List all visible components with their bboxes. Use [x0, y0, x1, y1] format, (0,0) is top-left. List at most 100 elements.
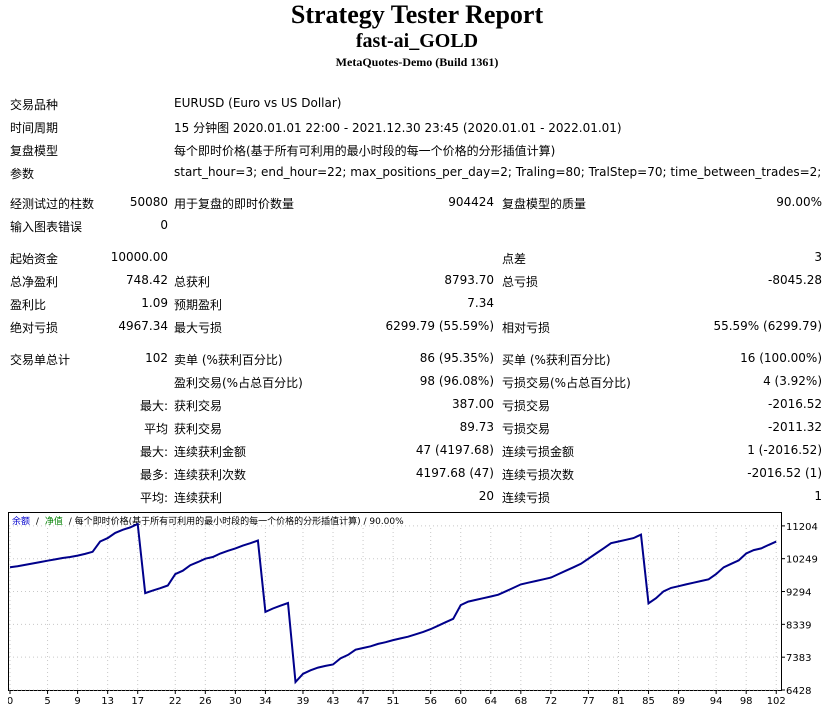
net-row: 总净盈利 748.42 总获利 8793.70 总亏损 -8045.28 [0, 270, 834, 290]
y-tick-label: 9294 [786, 588, 811, 599]
pf-label: 盈利比 [10, 298, 47, 312]
short-value: 86 (95.35%) [419, 351, 494, 365]
errors-row: 输入图表错误 0 [0, 215, 834, 235]
y-tick-label: 11204 [786, 522, 818, 533]
average-row: 平均 获利交易 89.73 亏损交易 -2011.32 [0, 417, 834, 437]
y-tick-label: 7383 [786, 653, 811, 664]
total-trades-label: 交易单总计 [10, 353, 71, 367]
bars-value: 50080 [129, 195, 168, 209]
x-axis-ticks: 0 5 9 13 17 22 26 30 34 39 43 47 51 56 60 64 68 72 77 81 85 8… [8, 690, 786, 707]
ticks-label: 用于复盘的即时价数量 [174, 197, 295, 211]
maximal-prefix: 最多: [139, 468, 168, 482]
payoff-label: 预期盈利 [174, 298, 223, 312]
spread-value: 3 [814, 250, 822, 264]
x-tick-label: 77 [582, 696, 595, 707]
symbol-label: 交易品种 [10, 98, 59, 112]
abs-dd-label: 绝对亏损 [10, 321, 59, 335]
largest-loss-value: -2016.52 [768, 397, 822, 411]
x-tick-label: 72 [545, 696, 558, 707]
model-row: 复盘模型 每个即时价格(基于所有可利用的最小时段的每一个价格的分形插值计算) [0, 139, 834, 159]
x-tick-label: 26 [199, 696, 212, 707]
profit-trades-label: 盈利交易(%占总百分比) [174, 376, 303, 390]
average-loss-value: -2011.32 [768, 420, 822, 434]
avg-cons-losses-value: 1 [814, 489, 822, 503]
symbol-row: 交易品种 EURUSD (Euro vs US Dollar) [0, 93, 834, 113]
x-tick-label: 5 [44, 696, 50, 707]
short-label: 卖单 (%获利百分比) [174, 353, 283, 367]
errors-value: 0 [160, 218, 168, 232]
max-cons-wins-label: 连续获利金额 [174, 445, 247, 459]
largest-profit-value: 387.00 [452, 397, 494, 411]
x-tick-label: 94 [710, 696, 723, 707]
net-value: 748.42 [126, 273, 168, 287]
largest-row: 最大: 获利交易 387.00 亏损交易 -2016.52 [0, 394, 834, 414]
x-tick-label: 22 [169, 696, 182, 707]
deposit-value: 10000.00 [110, 250, 168, 264]
deposit-row: 起始资金 10000.00 点差 3 [0, 247, 834, 267]
max-dd-label: 最大亏损 [174, 321, 223, 335]
plot-frame [8, 512, 782, 691]
x-tick-label: 34 [259, 696, 272, 707]
balance-series-line [9, 522, 777, 685]
gross-loss-label: 总亏损 [502, 275, 539, 289]
legend-equity: 净值 [45, 515, 63, 527]
average-prefix: 平均 [143, 422, 168, 436]
maximal-cons-loss-label: 连续亏损次数 [502, 468, 575, 482]
y-tick-label: 10249 [786, 555, 818, 566]
x-tick-label: 102 [767, 696, 786, 707]
params-row: 参数 start_hour=3; end_hour=22; max_positi… [0, 162, 834, 182]
x-tick-label: 0 [8, 696, 13, 707]
max-cons-wins-value: 47 (4197.68) [415, 443, 494, 457]
period-value: 15 分钟图 2020.01.01 22:00 - 2021.12.30 23:… [174, 121, 622, 135]
pf-value: 1.09 [141, 296, 168, 310]
params-label: 参数 [10, 167, 35, 181]
avg-cons-wins-value: 20 [478, 489, 494, 503]
total-trades-value: 102 [145, 351, 168, 365]
drawdown-row: 绝对亏损 4967.34 最大亏损 6299.79 (55.59%) 相对亏损 … [0, 316, 834, 336]
legend-sep: / [36, 517, 40, 527]
long-label: 买单 (%获利百分比) [502, 353, 611, 367]
gross-loss-value: -8045.28 [768, 273, 822, 287]
profit-trades-value: 98 (96.08%) [419, 374, 494, 388]
maximal-cons-loss-value: -2016.52 (1) [747, 466, 822, 480]
model-value: 每个即时价格(基于所有可利用的最小时段的每一个价格的分形插值计算) [174, 144, 556, 158]
max-cons-losses-label: 连续亏损金额 [502, 445, 575, 459]
max-cons-losses-value: 1 (-2016.52) [747, 443, 822, 457]
maximal-cons-profit-value: 4197.68 (47) [415, 466, 494, 480]
report-title: Strategy Tester Report [290, 0, 544, 29]
max-cons-row: 最大: 连续获利金额 47 (4197.68) 连续亏损金额 1 (-2016.… [0, 440, 834, 460]
y-tick-label: 6428 [786, 686, 811, 697]
total-trades-row: 交易单总计 102 卖单 (%获利百分比) 86 (95.35%) 买单 (%获… [0, 348, 834, 368]
model-label: 复盘模型 [10, 144, 59, 158]
errors-label: 输入图表错误 [10, 220, 83, 234]
period-label: 时间周期 [10, 121, 59, 135]
largest-loss-label: 亏损交易 [502, 399, 551, 413]
legend-balance: 余额 [12, 515, 30, 527]
largest-prefix: 最大: [139, 399, 168, 413]
bars-label: 经测试过的柱数 [10, 197, 95, 211]
bars-row: 经测试过的柱数 50080 用于复盘的即时价数量 904424 复盘模型的质量 … [0, 192, 834, 212]
params-value: start_hour=3; end_hour=22; max_positions… [174, 165, 822, 179]
max-dd-value: 6299.79 (55.59%) [385, 319, 494, 333]
x-tick-label: 68 [514, 696, 527, 707]
x-tick-label: 47 [357, 696, 370, 707]
payoff-value: 7.34 [467, 296, 494, 310]
avg-cons-row: 平均: 连续获利 20 连续亏损 1 [0, 486, 834, 506]
loss-trades-label: 亏损交易(%占总百分比) [502, 376, 631, 390]
avg-cons-losses-label: 连续亏损 [502, 491, 551, 505]
deposit-label: 起始资金 [10, 252, 59, 266]
quality-label: 复盘模型的质量 [502, 197, 587, 211]
y-axis-ticks: 11204 10249 9294 8339 7383 6428 [781, 522, 818, 697]
legend-rest: / 每个即时价格(基于所有可利用的最小时段的每一个价格的分形插值计算) / 90… [69, 515, 404, 527]
x-tick-label: 60 [454, 696, 467, 707]
pf-row: 盈利比 1.09 预期盈利 7.34 [0, 293, 834, 313]
x-tick-label: 13 [101, 696, 114, 707]
x-tick-label: 56 [424, 696, 437, 707]
x-tick-label: 81 [612, 696, 625, 707]
x-tick-label: 89 [672, 696, 685, 707]
balance-chart: 余额 / 净值 / 每个即时价格(基于所有可利用的最小时段的每一个价格的分形插值… [8, 512, 818, 707]
maximal-cons-profit-label: 连续获利次数 [174, 468, 247, 482]
long-value: 16 (100.00%) [740, 351, 822, 365]
gross-profit-value: 8793.70 [444, 273, 494, 287]
x-tick-label: 39 [297, 696, 310, 707]
